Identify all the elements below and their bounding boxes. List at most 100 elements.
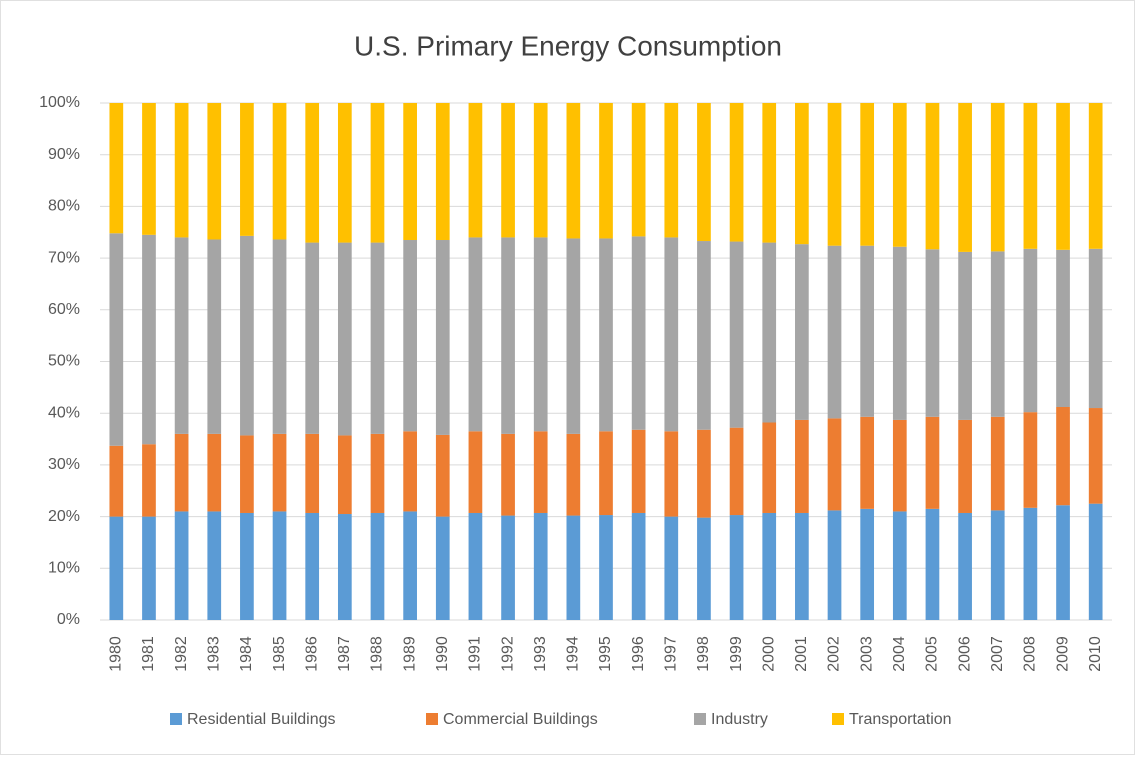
bar-segment bbox=[664, 431, 679, 517]
x-tick-label: 2006 bbox=[956, 636, 973, 672]
x-tick-label: 1996 bbox=[630, 636, 647, 672]
y-tick-label: 90% bbox=[48, 146, 80, 163]
bar-segment bbox=[860, 508, 875, 620]
y-tick-label: 60% bbox=[48, 301, 80, 318]
bar-segment bbox=[207, 511, 222, 620]
x-tick-label: 1999 bbox=[728, 636, 745, 672]
bar-segment bbox=[925, 249, 940, 417]
bar-segment bbox=[1088, 503, 1103, 620]
y-tick-label: 30% bbox=[48, 456, 80, 473]
bar-segment bbox=[174, 237, 189, 434]
bar-segment bbox=[664, 237, 679, 432]
y-tick-label: 70% bbox=[48, 249, 80, 266]
x-tick-label: 1983 bbox=[205, 636, 222, 672]
bar-segment bbox=[566, 103, 581, 239]
bar-segment bbox=[892, 246, 907, 420]
x-tick-label: 2007 bbox=[989, 636, 1006, 672]
bar-segment bbox=[370, 512, 385, 620]
bar-segment bbox=[207, 103, 222, 240]
bar-segment bbox=[109, 103, 124, 234]
bar-segment bbox=[892, 103, 907, 247]
bar-segment bbox=[501, 103, 515, 238]
bar-segment bbox=[272, 433, 287, 512]
x-tick-label: 1987 bbox=[336, 636, 353, 672]
bar-segment bbox=[337, 435, 352, 515]
bar-segment bbox=[272, 239, 287, 434]
legend-label: Residential Buildings bbox=[187, 711, 336, 728]
bar-segment bbox=[1056, 103, 1070, 250]
bar-segment bbox=[892, 511, 907, 620]
bar-segment bbox=[860, 245, 875, 417]
x-tick-label: 2009 bbox=[1054, 636, 1071, 672]
x-tick-label: 1980 bbox=[108, 636, 125, 672]
bar-segment bbox=[925, 103, 940, 250]
y-tick-label: 0% bbox=[57, 611, 80, 628]
legend-swatch bbox=[426, 713, 438, 725]
bar-segment bbox=[958, 512, 972, 620]
bar-segment bbox=[142, 516, 156, 620]
bar-segment bbox=[1023, 103, 1038, 249]
x-tick-label: 1989 bbox=[401, 636, 418, 672]
bar-segment bbox=[631, 429, 646, 513]
legend-label: Commercial Buildings bbox=[443, 711, 598, 728]
bar-segment bbox=[1088, 248, 1103, 409]
legend-swatch bbox=[170, 713, 182, 725]
bar-segment bbox=[1056, 406, 1070, 506]
bar-segment bbox=[337, 242, 352, 436]
bar-segment bbox=[860, 103, 875, 246]
bar-segment bbox=[142, 234, 156, 445]
bar-segment bbox=[305, 512, 320, 620]
x-tick-label: 1992 bbox=[499, 636, 516, 672]
bar-segment bbox=[990, 416, 1005, 511]
bar-segment bbox=[631, 512, 646, 620]
bar-segment bbox=[1088, 408, 1103, 504]
bar-segment bbox=[533, 512, 548, 620]
bar-segment bbox=[729, 427, 744, 516]
bar-segment bbox=[566, 515, 581, 620]
bar-segment bbox=[827, 510, 842, 620]
bar-segment bbox=[1056, 505, 1070, 620]
bar-segment bbox=[1088, 103, 1103, 249]
bar-segment bbox=[599, 238, 613, 432]
bar-segment bbox=[762, 422, 777, 513]
x-tick-label: 2001 bbox=[793, 636, 810, 672]
bar-segment bbox=[827, 418, 842, 511]
x-tick-label: 1993 bbox=[532, 636, 549, 672]
x-tick-label: 1981 bbox=[140, 636, 157, 672]
bar-segment bbox=[827, 103, 842, 246]
bar-segment bbox=[174, 433, 189, 512]
bar-segment bbox=[1056, 249, 1070, 407]
bar-segment bbox=[501, 237, 515, 434]
x-tick-label: 1985 bbox=[271, 636, 288, 672]
bar-segment bbox=[566, 433, 581, 516]
y-tick-label: 80% bbox=[48, 198, 80, 215]
bar-segment bbox=[533, 237, 548, 432]
bar-segment bbox=[468, 103, 483, 238]
x-tick-label: 2002 bbox=[826, 636, 843, 672]
bar-segment bbox=[762, 242, 777, 423]
bar-segment bbox=[533, 103, 548, 238]
x-tick-label: 2000 bbox=[760, 636, 777, 672]
bar-segment bbox=[109, 445, 124, 517]
bar-segment bbox=[370, 433, 385, 513]
y-tick-label: 50% bbox=[48, 353, 80, 370]
bar-segment bbox=[860, 416, 875, 509]
bar-segment bbox=[958, 251, 972, 420]
bar-segment bbox=[1023, 412, 1038, 508]
bar-segment bbox=[729, 103, 744, 242]
bar-segment bbox=[174, 511, 189, 620]
bar-segment bbox=[240, 435, 254, 513]
bar-segment bbox=[240, 512, 254, 620]
bar-segment bbox=[533, 431, 548, 513]
bar-segment bbox=[403, 511, 417, 620]
x-tick-label: 1995 bbox=[597, 636, 614, 672]
bar-segment bbox=[109, 516, 124, 620]
x-tick-label: 2004 bbox=[891, 636, 908, 672]
bar-segment bbox=[958, 103, 972, 252]
bar-segment bbox=[599, 515, 613, 620]
bar-segment bbox=[435, 103, 450, 241]
bar-segment bbox=[468, 431, 483, 513]
bar-segment bbox=[697, 241, 711, 430]
bar-segment bbox=[207, 433, 222, 512]
